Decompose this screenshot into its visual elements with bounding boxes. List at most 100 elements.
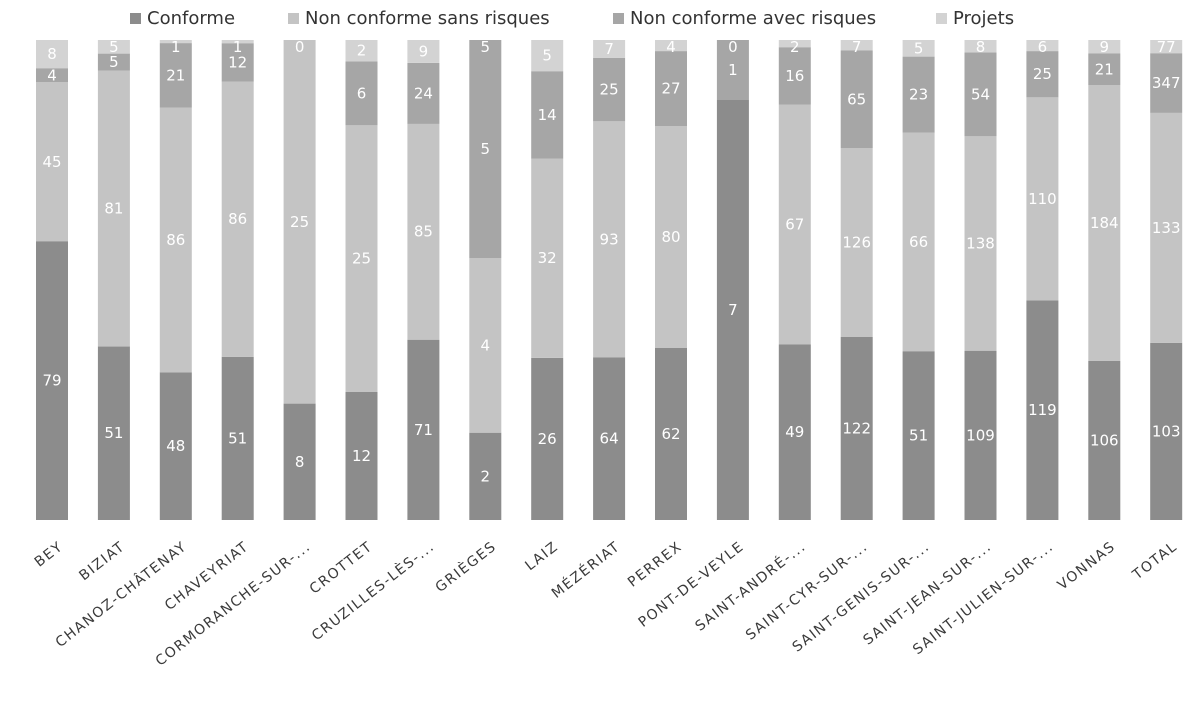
data-label: 32 xyxy=(538,249,557,267)
bar-segment xyxy=(345,392,378,520)
bar-segment xyxy=(964,40,997,53)
bar-segment xyxy=(778,344,811,520)
data-label: 4 xyxy=(666,38,676,56)
bar-segment xyxy=(964,136,997,351)
data-label: 25 xyxy=(352,250,371,268)
data-label: 51 xyxy=(909,427,928,445)
data-label: 12 xyxy=(228,53,247,71)
bar-segment xyxy=(36,40,68,69)
bar-segment xyxy=(593,121,626,358)
data-label: 54 xyxy=(971,85,990,103)
bar-segment xyxy=(964,52,997,137)
bar-segment xyxy=(593,40,626,58)
bar-segment xyxy=(221,356,254,520)
category-label: TOTAL xyxy=(1129,539,1181,584)
bar-segment xyxy=(407,339,440,520)
category-label: BEY xyxy=(32,539,67,571)
bar-segment xyxy=(840,40,873,51)
bar-segment xyxy=(778,40,811,48)
data-label: 2 xyxy=(357,42,367,60)
data-label: 7 xyxy=(728,301,738,319)
bar-segment xyxy=(345,125,378,393)
data-label: 81 xyxy=(104,200,123,218)
category-label: SAINT-ANDRÉ-... xyxy=(692,538,809,635)
category-label: PERREX xyxy=(625,539,685,591)
data-label: 1 xyxy=(171,38,181,56)
bar-segment xyxy=(1088,85,1121,361)
bar-segment xyxy=(1026,40,1059,52)
category-label: GRIÈGES xyxy=(432,538,500,596)
data-label: 109 xyxy=(966,426,995,444)
bar-segment xyxy=(1088,40,1121,54)
data-label: 64 xyxy=(600,430,619,448)
bar-segment xyxy=(407,123,440,340)
bar-segment xyxy=(902,351,935,520)
bar-segment xyxy=(655,51,687,126)
bar-segment xyxy=(1088,53,1121,85)
data-label: 9 xyxy=(419,42,429,60)
data-label: 65 xyxy=(847,90,866,108)
bar-segment xyxy=(531,357,564,520)
data-label: 25 xyxy=(1033,65,1052,83)
data-label: 5 xyxy=(542,47,552,65)
data-label: 9 xyxy=(1100,38,1110,56)
data-label: 7 xyxy=(604,40,614,58)
data-label: 347 xyxy=(1152,74,1181,92)
legend-item: Non conforme sans risques xyxy=(288,8,550,29)
legend-swatch xyxy=(288,13,299,24)
bar-segment xyxy=(36,241,68,520)
bar-segment xyxy=(36,68,68,83)
legend-swatch xyxy=(936,13,947,24)
data-label: 8 xyxy=(976,38,986,56)
bar-segment xyxy=(345,61,378,126)
category-label: LAIZ xyxy=(522,539,561,575)
data-label: 103 xyxy=(1152,422,1181,440)
bar-segment xyxy=(840,50,873,148)
bar-segment xyxy=(840,148,873,337)
category-label: PONT-DE-VEYLE xyxy=(636,539,748,631)
legend-label: Conforme xyxy=(147,8,236,29)
bar-segment xyxy=(159,372,192,520)
data-label: 25 xyxy=(290,213,309,231)
data-label: 5 xyxy=(914,39,924,57)
bar-segment xyxy=(1026,51,1059,98)
bar-segment xyxy=(655,348,687,520)
data-label: 27 xyxy=(661,80,680,98)
bar-segment xyxy=(531,71,564,159)
data-label: 67 xyxy=(785,216,804,234)
bar-segment xyxy=(778,47,811,105)
data-label: 7 xyxy=(852,38,862,56)
data-label: 23 xyxy=(909,86,928,104)
category-label: MÉZÉRIAT xyxy=(548,538,623,602)
data-label: 106 xyxy=(1090,432,1119,450)
data-label: 62 xyxy=(661,425,680,443)
data-label: 86 xyxy=(166,231,185,249)
data-label: 2 xyxy=(790,38,800,56)
bar-segment xyxy=(36,82,68,242)
bar-segment xyxy=(778,104,811,345)
data-label: 5 xyxy=(109,38,119,56)
data-label: 126 xyxy=(842,234,871,252)
category-label: SAINT-CYR-SUR-... xyxy=(743,539,871,644)
data-label: 119 xyxy=(1028,401,1057,419)
data-label: 6 xyxy=(357,84,367,102)
bar-segment xyxy=(1150,53,1183,113)
data-label: 6 xyxy=(1038,38,1048,56)
bar-segment xyxy=(1150,112,1183,343)
legend-label: Projets xyxy=(953,8,1015,29)
data-label: 77 xyxy=(1157,38,1176,56)
bar-segment xyxy=(159,107,192,373)
data-label: 86 xyxy=(228,210,247,228)
bar-segment xyxy=(840,337,873,520)
bar-segment xyxy=(655,126,687,348)
data-label: 51 xyxy=(228,429,247,447)
bar-segment xyxy=(283,40,316,404)
legend-label: Non conforme sans risques xyxy=(305,8,550,29)
data-label: 4 xyxy=(481,337,491,355)
bar-segment xyxy=(97,70,130,347)
bar-segment xyxy=(1026,97,1059,301)
bar-segment xyxy=(593,357,626,520)
bar-segment xyxy=(964,350,997,520)
bar-segment xyxy=(159,43,192,108)
data-label: 4 xyxy=(47,66,57,84)
